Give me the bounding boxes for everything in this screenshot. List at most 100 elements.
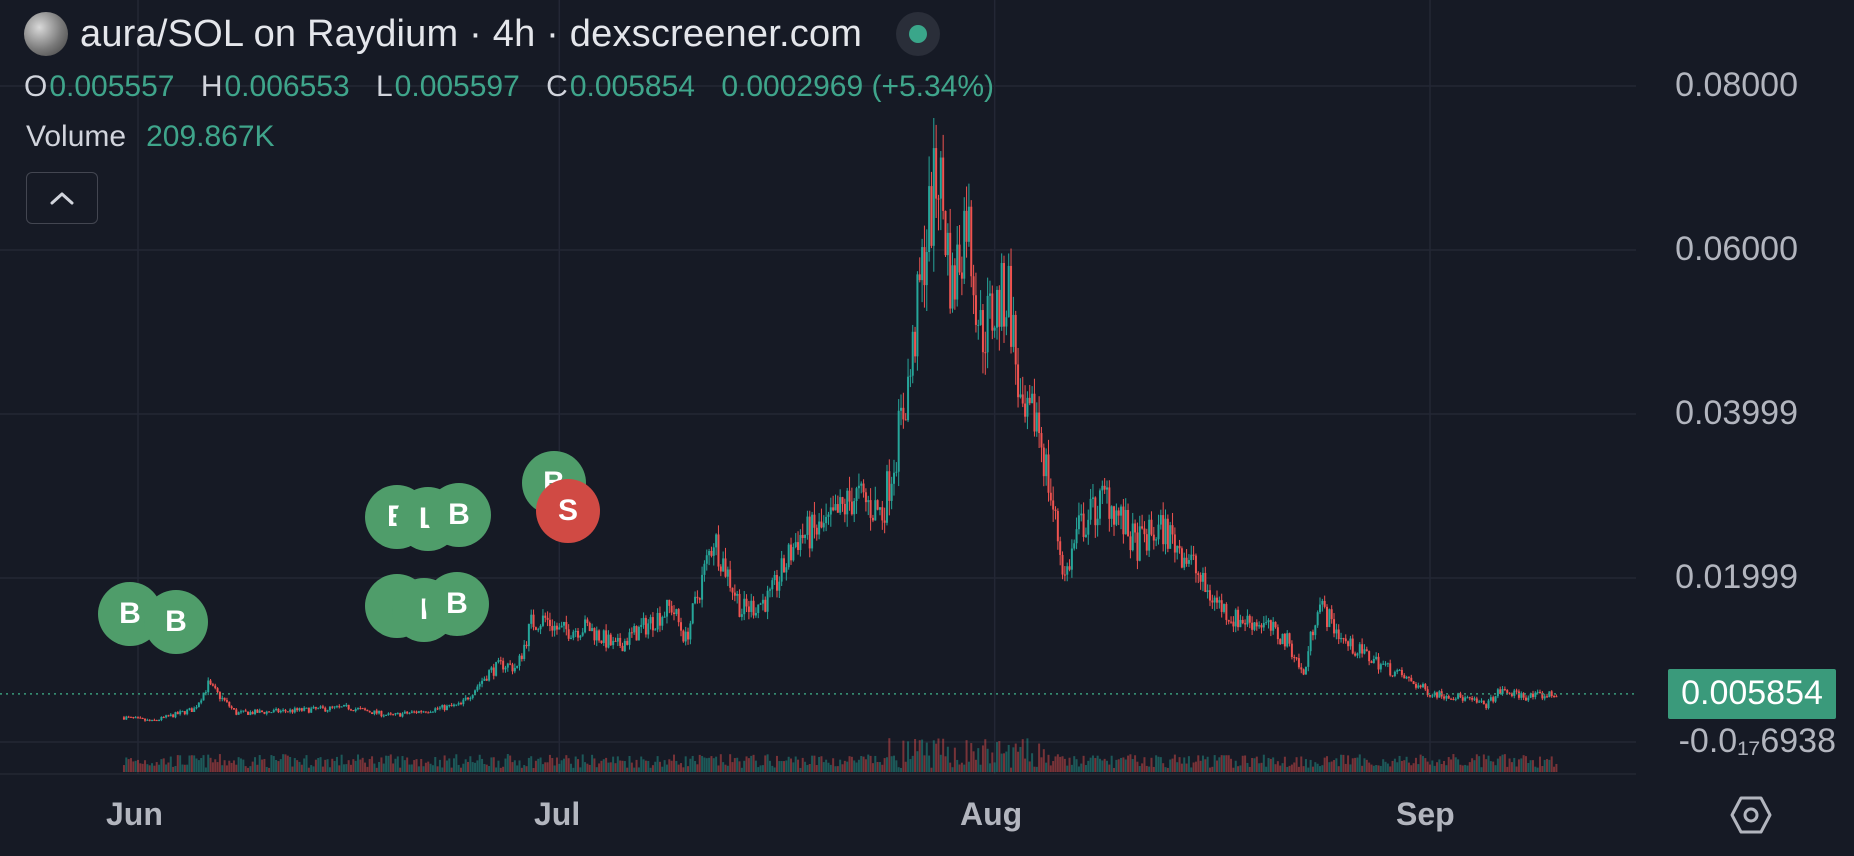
volume-bar	[1323, 757, 1326, 772]
volume-bar	[1515, 766, 1518, 772]
candle-body	[1199, 574, 1202, 582]
trade-marker-buy[interactable]: B	[144, 590, 208, 654]
candle-body	[1326, 606, 1329, 628]
candle-body	[534, 627, 537, 630]
volume-bar	[1061, 756, 1064, 772]
volume-bar	[1073, 756, 1076, 772]
candle-body	[981, 310, 984, 353]
volume-bar	[1267, 757, 1270, 772]
candle-body	[1382, 663, 1385, 665]
candle-body	[876, 500, 879, 510]
volume-bar	[829, 764, 832, 772]
volume-bar	[822, 762, 825, 772]
candle-body	[1447, 696, 1450, 699]
candle-body	[1300, 667, 1303, 670]
candle-body	[1183, 557, 1186, 568]
volume-bar	[291, 766, 294, 772]
candle-body	[270, 712, 273, 714]
candle-body	[1113, 506, 1116, 525]
candle-body	[1148, 519, 1151, 551]
candle-body	[541, 615, 544, 626]
candle-body	[647, 623, 650, 635]
volume-bar	[1489, 761, 1492, 772]
candle-body	[558, 627, 561, 630]
candle-body	[1213, 597, 1216, 603]
volume-bar	[1379, 765, 1382, 772]
candle-body	[778, 581, 781, 591]
volume-bar	[1211, 766, 1214, 772]
volume-bar	[1356, 757, 1359, 772]
volume-bar	[649, 767, 652, 772]
volume-bar	[750, 755, 753, 772]
volume-bar	[207, 754, 210, 772]
candle-body	[780, 558, 783, 582]
candle-body	[836, 504, 839, 513]
volume-bar	[853, 760, 856, 772]
volume-bar	[357, 754, 360, 772]
candle-body	[525, 644, 528, 647]
volume-bar	[324, 759, 327, 772]
volume-bar	[1098, 758, 1101, 772]
candle-body	[612, 640, 615, 646]
volume-bar	[747, 758, 750, 772]
candle-body	[1520, 693, 1523, 698]
candle-body	[790, 544, 793, 561]
volume-bar	[1286, 766, 1289, 772]
trade-marker-sell[interactable]: S	[536, 479, 600, 543]
volume-bar	[1110, 755, 1113, 772]
volume-bar	[1480, 767, 1483, 772]
volume-bar	[965, 740, 968, 772]
volume-bar	[570, 763, 573, 772]
candle-body	[764, 599, 767, 612]
candle-body	[1061, 554, 1064, 575]
volume-bar	[1522, 755, 1525, 772]
volume-bar	[342, 764, 345, 772]
live-status[interactable]	[896, 12, 941, 56]
volume-bar	[1330, 761, 1333, 772]
candle-body	[883, 520, 886, 523]
candle-body	[1314, 625, 1317, 636]
candle-body	[474, 690, 477, 696]
candle-body	[801, 534, 804, 538]
volume-bar	[1417, 764, 1420, 772]
volume-bar	[818, 756, 821, 772]
volume-bar	[1337, 766, 1340, 772]
volume-bar	[893, 755, 896, 772]
candle-body	[1295, 657, 1298, 659]
volume-bar	[1431, 760, 1434, 772]
volume-bar	[1190, 767, 1193, 772]
volume-bar	[951, 767, 954, 772]
candle-body	[179, 711, 182, 715]
candle-body	[221, 697, 224, 699]
candle-body	[680, 622, 683, 631]
candle-body	[1244, 623, 1247, 625]
volume-bar	[464, 759, 467, 772]
volume-bar	[1021, 739, 1024, 772]
volume-bar	[1017, 751, 1020, 772]
chart-settings-button[interactable]	[1730, 794, 1772, 836]
trade-marker-buy[interactable]: B	[425, 572, 489, 636]
collapse-legend-button[interactable]	[26, 172, 98, 224]
volume-bar	[1421, 756, 1424, 772]
volume-bar	[167, 762, 170, 772]
volume-bar	[860, 755, 863, 772]
volume-bar	[1349, 764, 1352, 772]
volume-bar	[598, 763, 601, 772]
volume-bar	[797, 759, 800, 772]
volume-bar	[1302, 766, 1305, 772]
volume-bar	[1012, 747, 1015, 772]
candle-body	[1335, 629, 1338, 634]
volume-bar	[1536, 767, 1539, 772]
candle-body	[595, 630, 598, 641]
volume-bar	[1403, 760, 1406, 772]
volume-bar	[895, 760, 898, 772]
candle-body	[1021, 394, 1024, 404]
volume-bar	[591, 754, 594, 772]
candle-body	[1417, 685, 1420, 688]
candle-body	[1279, 639, 1282, 645]
candle-body	[1136, 532, 1139, 561]
chart-header: aura/SOL on Raydium · 4h · dexscreener.c…	[24, 12, 941, 56]
trade-marker-buy[interactable]: B	[427, 483, 491, 547]
volume-bar	[1377, 765, 1380, 772]
